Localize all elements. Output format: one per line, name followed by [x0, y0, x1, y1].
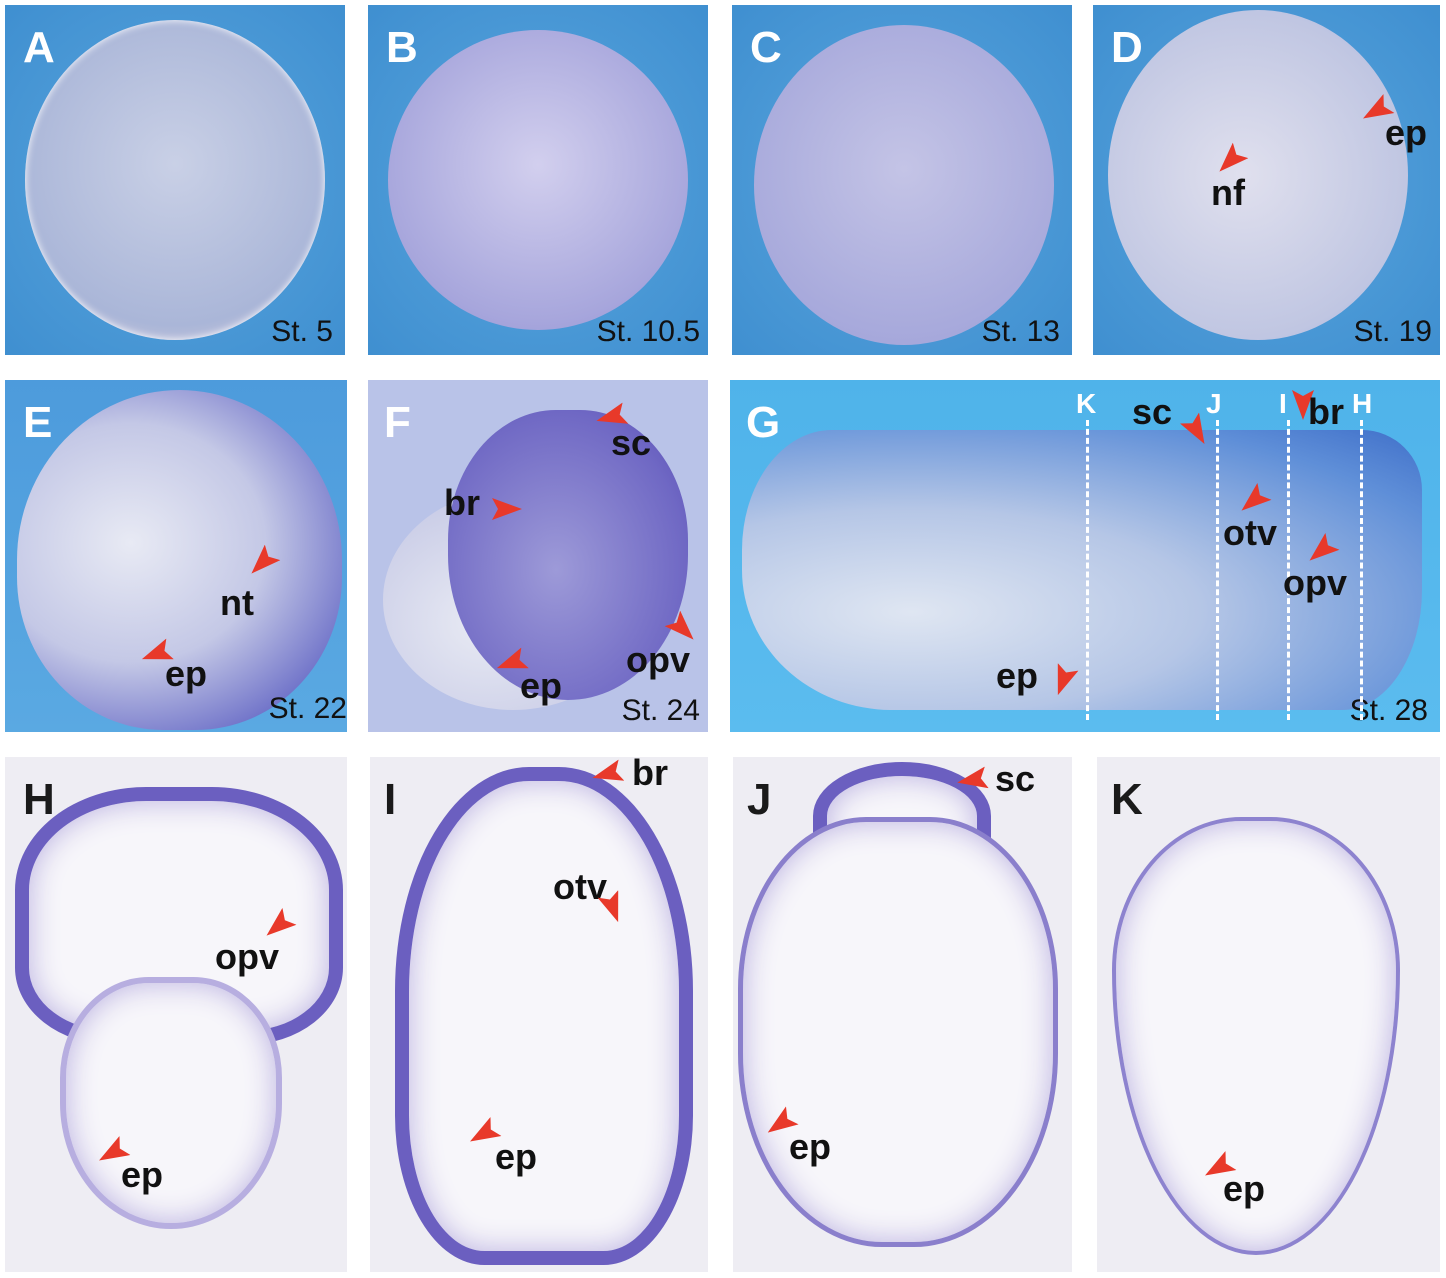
- section-line: [1216, 420, 1219, 720]
- annotation-label: sc: [1132, 391, 1173, 432]
- section-image: [395, 767, 693, 1265]
- annotation-label: sc: [995, 758, 1036, 799]
- annotation-label: br: [1308, 391, 1344, 432]
- panel-letter: K: [1111, 775, 1143, 824]
- panel-d: D St. 19 nf ep: [1093, 5, 1440, 355]
- tadpole-image: [742, 430, 1422, 710]
- annotation-label: ep: [165, 653, 208, 694]
- panel-letter: G: [746, 398, 781, 447]
- annotation-label: nf: [1211, 172, 1245, 213]
- annotation-label: ep: [1223, 1168, 1266, 1209]
- panel-k: K ep: [1097, 757, 1440, 1272]
- annotation-label: ep: [121, 1154, 164, 1195]
- section-cut-label: K: [1076, 388, 1097, 419]
- panel-e: E St. 22 nt ep: [5, 380, 347, 732]
- section-line: [1287, 420, 1290, 720]
- panel-letter: C: [750, 23, 782, 72]
- stage-label: St. 19: [1353, 315, 1432, 348]
- panel-letter: J: [747, 775, 772, 824]
- panel-letter: A: [23, 23, 55, 72]
- panel-b: B St. 10.5: [368, 5, 708, 355]
- panel-j: J sc ep: [733, 757, 1072, 1272]
- annotation-label: br: [444, 482, 480, 523]
- embryo-image: [388, 30, 688, 330]
- panel-a: A St. 5: [5, 5, 345, 355]
- panel-i: I br otv ep: [370, 757, 708, 1272]
- panel-letter: F: [384, 398, 411, 447]
- annotation-label: opv: [1283, 562, 1348, 603]
- annotation-label: opv: [626, 639, 691, 680]
- panel-h: H opv ep: [5, 757, 347, 1272]
- annotation-label: otv: [1223, 512, 1277, 553]
- panel-letter: D: [1111, 23, 1143, 72]
- panel-g: G St. 28 K J I H sc br otv opv ep: [730, 380, 1440, 732]
- annotation-label: ep: [495, 1136, 538, 1177]
- panel-letter: H: [23, 775, 55, 824]
- annotation-label: ep: [1385, 112, 1428, 153]
- stage-label: St. 24: [621, 694, 700, 727]
- embryo-image: [17, 390, 342, 730]
- panel-f: F St. 24 sc br opv ep: [368, 380, 708, 732]
- panel-c: C St. 13: [732, 5, 1072, 355]
- section-image: [738, 817, 1058, 1247]
- annotation-label: br: [632, 757, 668, 793]
- annotation-label: ep: [996, 655, 1039, 696]
- annotation-label: otv: [553, 866, 607, 907]
- section-line: [1086, 420, 1089, 720]
- panel-letter: I: [384, 775, 397, 824]
- embryo-image: [754, 25, 1054, 345]
- section-cut-label: J: [1206, 388, 1222, 419]
- embryo-head-image: [448, 410, 688, 700]
- annotation-label: opv: [215, 936, 280, 977]
- section-image: [60, 977, 282, 1229]
- stage-label: St. 13: [981, 315, 1060, 348]
- annotation-label: ep: [789, 1126, 832, 1167]
- panel-letter: E: [23, 398, 53, 447]
- panel-letter: B: [386, 23, 418, 72]
- stage-label: St. 22: [268, 692, 347, 725]
- embryo-image: [25, 20, 325, 340]
- section-cut-label: I: [1279, 388, 1287, 419]
- section-line: [1360, 420, 1363, 720]
- annotation-label: sc: [611, 422, 652, 463]
- stage-label: St. 5: [271, 315, 333, 348]
- section-cut-label: H: [1352, 388, 1373, 419]
- stage-label: St. 10.5: [596, 315, 700, 348]
- annotation-label: ep: [520, 665, 563, 706]
- annotation-label: nt: [220, 582, 254, 623]
- embryo-image: [1108, 10, 1408, 340]
